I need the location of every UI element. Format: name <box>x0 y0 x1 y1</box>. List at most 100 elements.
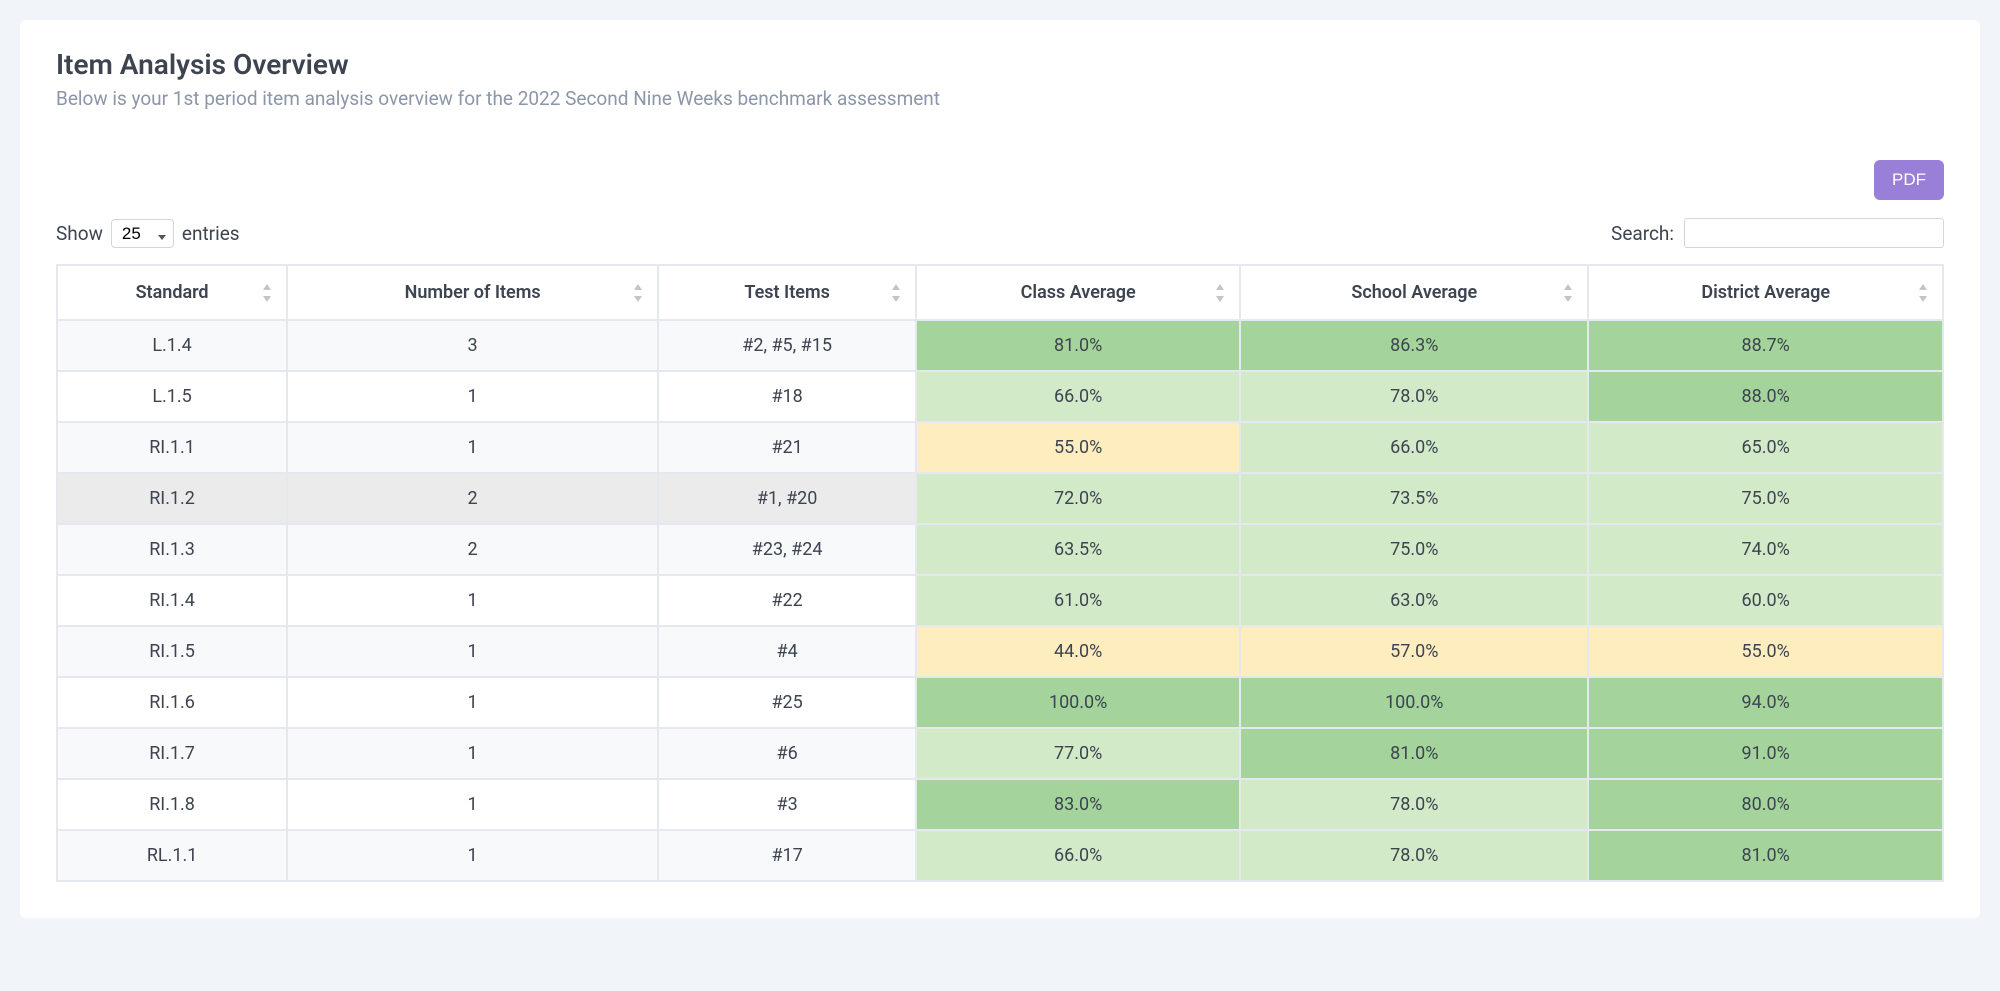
column-header[interactable]: School Average <box>1240 265 1588 320</box>
cell-class-avg: 63.5% <box>916 524 1240 575</box>
cell-num-items: 2 <box>287 524 658 575</box>
cell-standard: RI.1.8 <box>57 779 287 830</box>
cell-school-avg: 86.3% <box>1240 320 1588 371</box>
search-input[interactable] <box>1684 218 1944 248</box>
cell-class-avg: 66.0% <box>916 830 1240 881</box>
cell-test-items: #23, #24 <box>658 524 916 575</box>
table-row[interactable]: L.1.51#1866.0%78.0%88.0% <box>57 371 1943 422</box>
cell-standard: RI.1.7 <box>57 728 287 779</box>
table-row[interactable]: RI.1.32#23, #2463.5%75.0%74.0% <box>57 524 1943 575</box>
cell-standard: RI.1.3 <box>57 524 287 575</box>
table-body: L.1.43#2, #5, #1581.0%86.3%88.7%L.1.51#1… <box>57 320 1943 881</box>
sort-icon <box>889 284 903 302</box>
cell-district-avg: 88.7% <box>1588 320 1943 371</box>
column-header-label: Standard <box>136 282 209 303</box>
search-control: Search: <box>1611 218 1944 248</box>
cell-school-avg: 100.0% <box>1240 677 1588 728</box>
cell-district-avg: 55.0% <box>1588 626 1943 677</box>
table-row[interactable]: RI.1.81#383.0%78.0%80.0% <box>57 779 1943 830</box>
cell-test-items: #4 <box>658 626 916 677</box>
cell-school-avg: 57.0% <box>1240 626 1588 677</box>
cell-school-avg: 78.0% <box>1240 371 1588 422</box>
cell-class-avg: 100.0% <box>916 677 1240 728</box>
column-header[interactable]: Class Average <box>916 265 1240 320</box>
cell-school-avg: 81.0% <box>1240 728 1588 779</box>
cell-district-avg: 91.0% <box>1588 728 1943 779</box>
cell-num-items: 1 <box>287 677 658 728</box>
cell-district-avg: 60.0% <box>1588 575 1943 626</box>
cell-num-items: 1 <box>287 779 658 830</box>
cell-school-avg: 66.0% <box>1240 422 1588 473</box>
cell-standard: RL.1.1 <box>57 830 287 881</box>
cell-district-avg: 81.0% <box>1588 830 1943 881</box>
cell-district-avg: 65.0% <box>1588 422 1943 473</box>
page-length-select-wrap: 102550100 <box>111 219 174 248</box>
cell-district-avg: 88.0% <box>1588 371 1943 422</box>
column-header-label: School Average <box>1351 282 1477 303</box>
table-header-row: Standard Number of Items Test Items Class A… <box>57 265 1943 320</box>
cell-school-avg: 73.5% <box>1240 473 1588 524</box>
sort-icon <box>1213 284 1227 302</box>
cell-class-avg: 44.0% <box>916 626 1240 677</box>
cell-test-items: #21 <box>658 422 916 473</box>
cell-test-items: #25 <box>658 677 916 728</box>
cell-school-avg: 78.0% <box>1240 830 1588 881</box>
export-toolbar: PDF <box>56 160 1944 200</box>
page-title: Item Analysis Overview <box>56 48 1944 81</box>
cell-num-items: 1 <box>287 371 658 422</box>
column-header-label: Test Items <box>744 282 830 303</box>
cell-school-avg: 78.0% <box>1240 779 1588 830</box>
table-row[interactable]: RI.1.41#2261.0%63.0%60.0% <box>57 575 1943 626</box>
sort-icon <box>1561 284 1575 302</box>
cell-test-items: #3 <box>658 779 916 830</box>
column-header[interactable]: Number of Items <box>287 265 658 320</box>
cell-class-avg: 55.0% <box>916 422 1240 473</box>
table-row[interactable]: RI.1.51#444.0%57.0%55.0% <box>57 626 1943 677</box>
column-header[interactable]: Test Items <box>658 265 916 320</box>
cell-district-avg: 75.0% <box>1588 473 1943 524</box>
cell-standard: L.1.5 <box>57 371 287 422</box>
cell-standard: RI.1.5 <box>57 626 287 677</box>
cell-class-avg: 83.0% <box>916 779 1240 830</box>
sort-icon <box>631 284 645 302</box>
cell-district-avg: 80.0% <box>1588 779 1943 830</box>
cell-test-items: #2, #5, #15 <box>658 320 916 371</box>
page-subtitle: Below is your 1st period item analysis o… <box>56 87 1944 110</box>
show-label: Show <box>56 222 103 245</box>
sort-icon <box>1916 284 1930 302</box>
cell-num-items: 2 <box>287 473 658 524</box>
table-controls: Show 102550100 entries Search: <box>56 218 1944 248</box>
table-row[interactable]: RI.1.11#2155.0%66.0%65.0% <box>57 422 1943 473</box>
table-row[interactable]: RI.1.61#25100.0%100.0%94.0% <box>57 677 1943 728</box>
cell-class-avg: 61.0% <box>916 575 1240 626</box>
cell-standard: L.1.4 <box>57 320 287 371</box>
cell-test-items: #6 <box>658 728 916 779</box>
column-header-label: District Average <box>1701 282 1830 303</box>
cell-test-items: #22 <box>658 575 916 626</box>
table-row[interactable]: RI.1.22#1, #2072.0%73.5%75.0% <box>57 473 1943 524</box>
cell-num-items: 1 <box>287 728 658 779</box>
table-row[interactable]: RL.1.11#1766.0%78.0%81.0% <box>57 830 1943 881</box>
table-row[interactable]: L.1.43#2, #5, #1581.0%86.3%88.7% <box>57 320 1943 371</box>
cell-test-items: #1, #20 <box>658 473 916 524</box>
item-analysis-table: Standard Number of Items Test Items Class A… <box>56 264 1944 882</box>
page-length-select[interactable]: 102550100 <box>111 219 174 248</box>
cell-num-items: 1 <box>287 626 658 677</box>
cell-school-avg: 63.0% <box>1240 575 1588 626</box>
length-control: Show 102550100 entries <box>56 219 240 248</box>
entries-label: entries <box>182 222 240 245</box>
cell-district-avg: 94.0% <box>1588 677 1943 728</box>
column-header-label: Class Average <box>1021 282 1136 303</box>
cell-class-avg: 66.0% <box>916 371 1240 422</box>
column-header-label: Number of Items <box>405 282 541 303</box>
cell-standard: RI.1.1 <box>57 422 287 473</box>
pdf-button[interactable]: PDF <box>1874 160 1944 200</box>
column-header[interactable]: Standard <box>57 265 287 320</box>
cell-standard: RI.1.6 <box>57 677 287 728</box>
cell-class-avg: 77.0% <box>916 728 1240 779</box>
cell-test-items: #18 <box>658 371 916 422</box>
table-row[interactable]: RI.1.71#677.0%81.0%91.0% <box>57 728 1943 779</box>
column-header[interactable]: District Average <box>1588 265 1943 320</box>
cell-standard: RI.1.4 <box>57 575 287 626</box>
cell-test-items: #17 <box>658 830 916 881</box>
